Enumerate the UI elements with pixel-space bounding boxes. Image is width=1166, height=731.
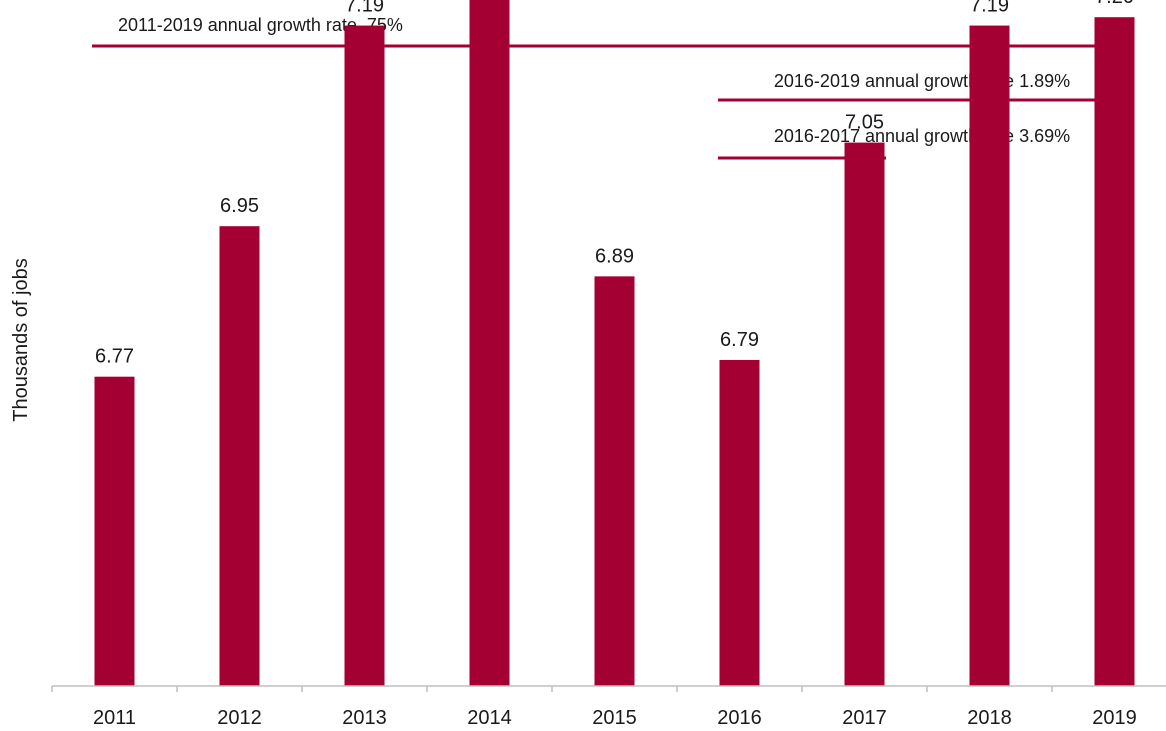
x-tick-label-2015: 2015 bbox=[592, 707, 637, 726]
x-tick-label-2013: 2013 bbox=[342, 707, 387, 726]
x-tick-label-2011: 2011 bbox=[93, 707, 136, 726]
data-label-2013: 7.19 bbox=[345, 0, 384, 17]
data-label-2011: 6.77 bbox=[95, 346, 134, 368]
data-labels-layer: 6.776.957.197.236.896.797.057.197.20 bbox=[95, 0, 1134, 368]
bar-2015 bbox=[594, 276, 635, 686]
bar-2014 bbox=[469, 0, 510, 687]
bar-2013 bbox=[344, 25, 385, 687]
data-label-2018: 7.19 bbox=[970, 0, 1009, 17]
data-label-2019: 7.20 bbox=[1095, 0, 1134, 8]
data-label-2012: 6.95 bbox=[220, 195, 259, 217]
bar-2016 bbox=[719, 359, 760, 686]
y-axis-label: Thousands of jobs bbox=[10, 258, 32, 421]
growth-rate-label-1: 2011-2019 annual growth rate .75% bbox=[118, 15, 403, 35]
bar-2019 bbox=[1094, 17, 1135, 686]
bars-layer bbox=[94, 0, 1135, 687]
x-axis: 2011 2012 2013 2014 2015 2016 2017 2018 2019 bbox=[51, 685, 1166, 729]
x-tick-label-2016: 2016 bbox=[717, 707, 762, 726]
x-tick-label-2012: 2012 bbox=[217, 707, 262, 726]
bar-2017 bbox=[844, 142, 885, 687]
x-tick-label-2017: 2017 bbox=[842, 707, 887, 726]
x-tick-label-2018: 2018 bbox=[967, 707, 1012, 726]
bar-2018 bbox=[969, 25, 1010, 687]
x-tick-label-2014: 2014 bbox=[467, 707, 512, 726]
bar-2011 bbox=[94, 376, 135, 686]
growth-rate-label-2: 2016-2019 annual growth rate 1.89% bbox=[774, 71, 1070, 91]
bar-2012 bbox=[219, 226, 260, 686]
growth-rate-label-3: 2016-2017 annual growth rate 3.69% bbox=[774, 126, 1070, 146]
data-label-2016: 6.79 bbox=[720, 329, 759, 351]
data-label-2015: 6.89 bbox=[595, 245, 634, 267]
data-label-2017: 7.05 bbox=[845, 112, 884, 134]
x-tick-label-2019: 2019 bbox=[1092, 707, 1137, 726]
